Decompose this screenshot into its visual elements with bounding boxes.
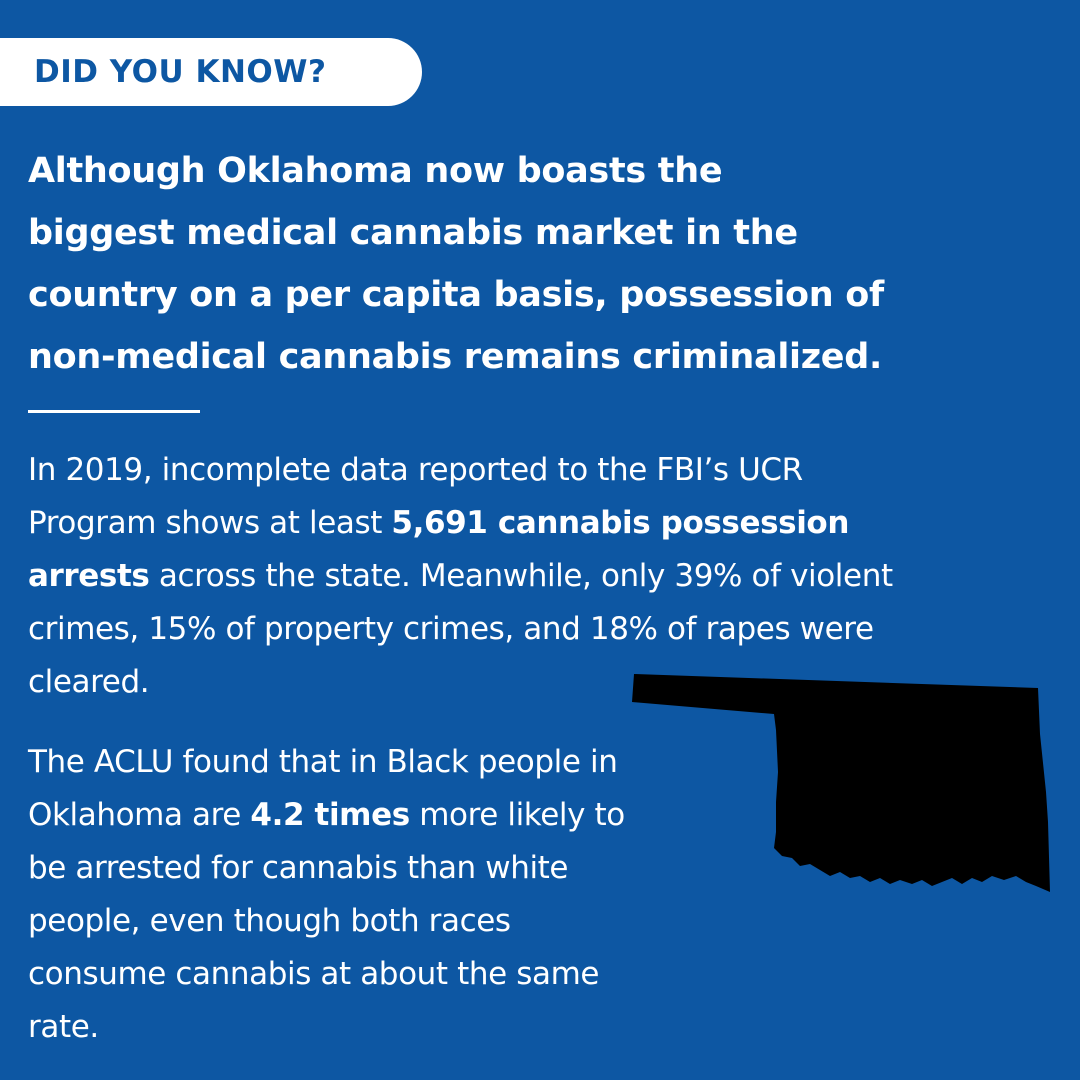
text-run: Oklahoma are <box>28 797 251 833</box>
text-run: In 2019, incomplete data reported to the… <box>28 452 803 488</box>
headline-line: country on a per capita basis, possessio… <box>28 275 884 315</box>
headline-line: non-medical cannabis remains criminalize… <box>28 337 882 377</box>
paragraph-line: The ACLU found that in Black people in <box>28 736 748 789</box>
badge-label: DID YOU KNOW? <box>34 54 327 90</box>
paragraph-line: people, even though both races <box>28 895 748 948</box>
arrest-statistics-paragraph: In 2019, incomplete data reported to the… <box>28 444 1058 709</box>
did-you-know-badge: DID YOU KNOW? <box>0 38 422 106</box>
arrests-highlight: arrests <box>28 558 150 594</box>
paragraph-line: crimes, 15% of property crimes, and 18% … <box>28 603 1058 656</box>
paragraph-line: Oklahoma are 4.2 times more likely to <box>28 789 748 842</box>
disparity-ratio-highlight: 4.2 times <box>250 797 410 833</box>
text-run: consume cannabis at about the same <box>28 956 600 992</box>
divider <box>28 410 200 413</box>
text-run: cleared. <box>28 664 150 700</box>
headline: Although Oklahoma now boasts the biggest… <box>28 140 1078 388</box>
paragraph-line: be arrested for cannabis than white <box>28 842 748 895</box>
text-run: across the state. Meanwhile, only 39% of… <box>149 558 893 594</box>
oklahoma-silhouette <box>632 674 1050 892</box>
text-run: Program shows at least <box>28 505 392 541</box>
text-run: be arrested for cannabis than white <box>28 850 569 886</box>
paragraph-line: cleared. <box>28 656 1058 709</box>
paragraph-line: In 2019, incomplete data reported to the… <box>28 444 1058 497</box>
paragraph-line: arrests across the state. Meanwhile, onl… <box>28 550 1058 603</box>
text-run: more likely to <box>409 797 625 833</box>
racial-disparity-paragraph: The ACLU found that in Black people in O… <box>28 736 748 1054</box>
text-run: people, even though both races <box>28 903 511 939</box>
paragraph-line: rate. <box>28 1001 748 1054</box>
text-run: rate. <box>28 1009 99 1045</box>
headline-line: biggest medical cannabis market in the <box>28 213 798 253</box>
paragraph-line: Program shows at least 5,691 cannabis po… <box>28 497 1058 550</box>
headline-line: Although Oklahoma now boasts the <box>28 151 723 191</box>
text-run: crimes, 15% of property crimes, and 18% … <box>28 611 874 647</box>
text-run: The ACLU found that in Black people in <box>28 744 618 780</box>
oklahoma-map-icon <box>632 674 1050 892</box>
paragraph-line: consume cannabis at about the same <box>28 948 748 1001</box>
arrest-count-highlight: 5,691 cannabis possession <box>391 505 849 541</box>
